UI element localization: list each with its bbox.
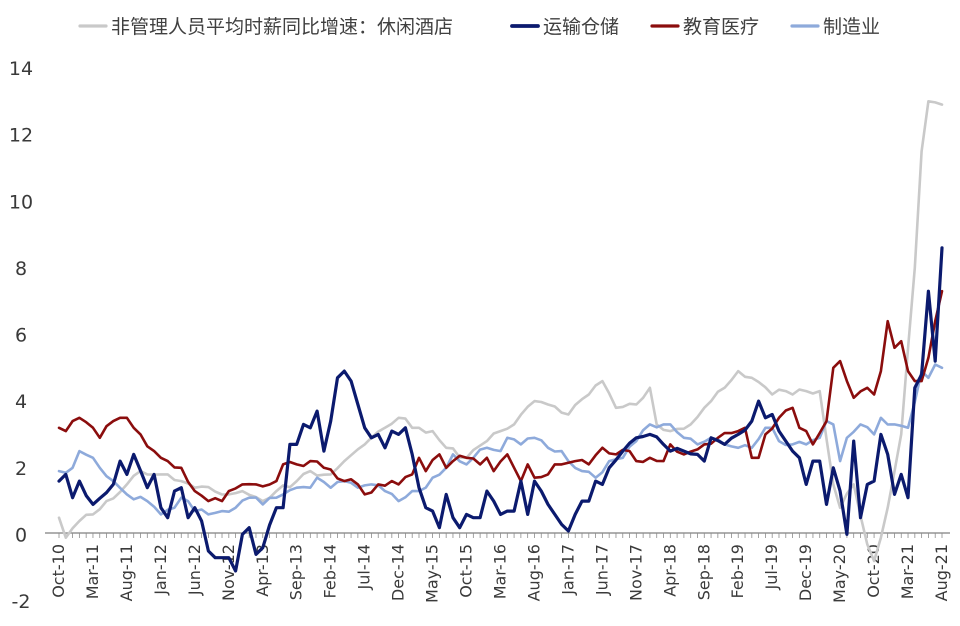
x-tick-label: Jan-17 (558, 544, 577, 596)
legend-label-1: 运输仓储 (543, 16, 619, 38)
x-tick-label: Apr-13 (253, 544, 272, 597)
x-axis: Oct-10 Mar-11 Aug-11 Jan-12 Jun-12 Nov-12 Apr-… (45, 532, 951, 603)
series-line-3 (57, 363, 944, 516)
series-line-1 (57, 246, 944, 573)
plot-area (57, 100, 944, 573)
series-line-0 (57, 100, 944, 563)
x-tick-label: Oct-20 (864, 544, 883, 598)
y-tick-label: 6 (15, 325, 27, 347)
x-tick-label: May-15 (423, 544, 442, 603)
y-tick-label: 0 (15, 524, 27, 546)
x-tick-label: Sep-18 (694, 544, 713, 600)
x-tick-label: Oct-15 (457, 544, 476, 598)
legend-label-2: 教育医疗 (683, 16, 759, 38)
x-tick-label: Jul-14 (355, 544, 374, 590)
x-tick-label: Jul-19 (762, 544, 781, 590)
y-tick-label: 10 (9, 191, 33, 213)
legend-label-3: 制造业 (823, 16, 880, 38)
x-tick-label: Aug-16 (524, 544, 543, 601)
x-tick-label: Nov-12 (219, 544, 238, 601)
x-tick-label: Jan-12 (151, 544, 170, 596)
y-tick-label: 2 (15, 458, 27, 480)
x-tick-label: Dec-14 (389, 544, 408, 601)
x-tick-label: Aug-11 (117, 544, 136, 601)
x-tick-label: Apr-18 (660, 544, 679, 597)
x-tick-label: Mar-21 (898, 544, 917, 599)
legend-label-0: 非管理人员平均时薪同比增速：休闲酒店 (111, 16, 453, 38)
x-tick-label: Mar-16 (491, 544, 510, 599)
y-tick-label: 14 (9, 58, 33, 80)
y-axis: -2 0 2 4 6 8 10 12 14 (9, 58, 33, 613)
x-tick-label: Sep-13 (287, 544, 306, 600)
legend: 非管理人员平均时薪同比增速：休闲酒店 运输仓储 教育医疗 制造业 (78, 16, 880, 38)
y-tick-label: 12 (9, 125, 33, 147)
series-line-2 (57, 289, 944, 503)
x-tick-label: Jun-12 (185, 544, 204, 596)
x-tick-label: Nov-17 (626, 544, 645, 601)
y-tick-label: 4 (15, 391, 27, 413)
y-tick-label: 8 (15, 258, 27, 280)
x-tick-label: May-20 (830, 544, 849, 603)
x-tick-label: Jun-17 (592, 544, 611, 596)
x-tick-label: Aug-21 (932, 544, 951, 601)
x-tick-label: Mar-11 (83, 544, 102, 599)
y-tick-label: -2 (12, 591, 31, 613)
x-tick-label: Feb-19 (728, 544, 747, 598)
x-tick-label: Oct-10 (49, 544, 68, 598)
x-tick-label: Feb-14 (321, 544, 340, 598)
x-tick-label: Dec-19 (796, 544, 815, 601)
